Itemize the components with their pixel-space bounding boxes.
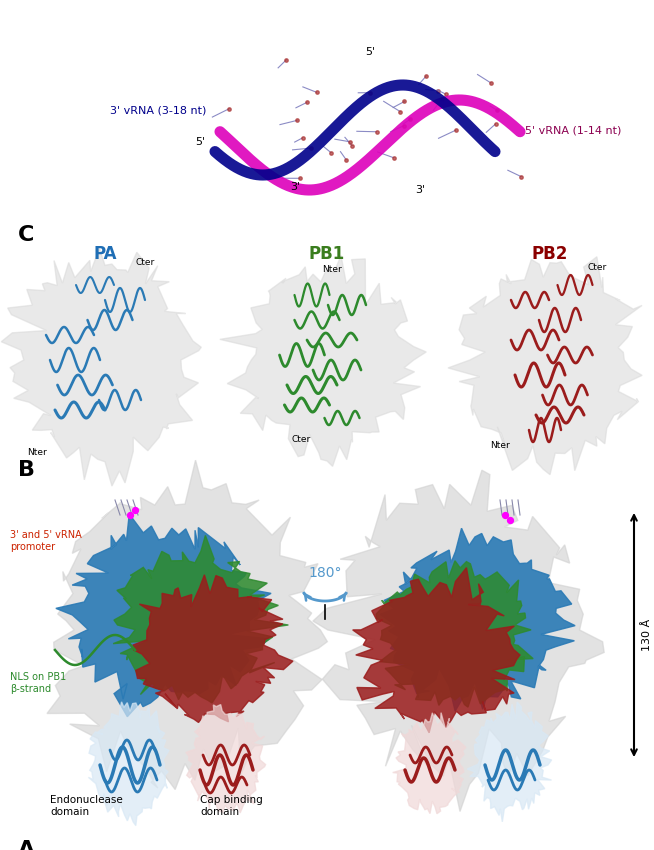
Text: PB1: PB1 <box>309 245 345 263</box>
Text: PA: PA <box>94 245 117 263</box>
Point <box>298 131 308 145</box>
Point <box>399 94 409 108</box>
Point <box>505 513 515 527</box>
Text: Nter: Nter <box>322 265 342 274</box>
Text: 130 Å: 130 Å <box>642 619 652 651</box>
Point <box>388 151 399 165</box>
Polygon shape <box>353 568 520 733</box>
Polygon shape <box>88 702 169 825</box>
Text: 5': 5' <box>365 47 375 57</box>
Polygon shape <box>376 561 533 707</box>
Point <box>421 69 432 82</box>
Text: 5' vRNA (1-14 nt): 5' vRNA (1-14 nt) <box>525 125 621 135</box>
Point <box>224 102 234 116</box>
Point <box>399 119 409 133</box>
Polygon shape <box>313 470 604 812</box>
Text: A: A <box>18 840 35 850</box>
Point <box>326 146 336 160</box>
Point <box>301 95 312 109</box>
Point <box>345 135 355 149</box>
Text: Nter: Nter <box>490 441 509 450</box>
Text: 5': 5' <box>195 137 205 147</box>
Point <box>292 114 302 128</box>
Text: Cter: Cter <box>135 258 154 267</box>
Point <box>129 503 140 517</box>
Point <box>365 86 375 99</box>
Polygon shape <box>1 248 201 486</box>
Polygon shape <box>380 528 575 711</box>
Text: 3' vRNA (3-18 nt): 3' vRNA (3-18 nt) <box>110 105 207 115</box>
Polygon shape <box>47 460 328 790</box>
Text: 3': 3' <box>415 185 425 195</box>
Point <box>433 84 443 98</box>
Text: C: C <box>18 225 35 245</box>
Point <box>516 170 526 184</box>
Text: 180°: 180° <box>308 566 342 580</box>
Point <box>486 76 496 90</box>
Point <box>347 139 357 152</box>
Polygon shape <box>56 514 271 717</box>
Point <box>306 141 317 155</box>
Point <box>440 88 451 101</box>
Text: Nter: Nter <box>27 448 46 457</box>
Polygon shape <box>392 712 466 813</box>
Text: Cter: Cter <box>292 435 311 444</box>
Point <box>500 508 510 522</box>
Point <box>371 125 382 139</box>
Text: Cter: Cter <box>588 263 608 272</box>
Point <box>395 105 405 118</box>
Point <box>341 153 351 167</box>
Text: PB2: PB2 <box>532 245 568 263</box>
Point <box>281 53 292 66</box>
Text: 3': 3' <box>290 182 300 192</box>
Point <box>490 117 501 131</box>
Text: Endonuclease
domain: Endonuclease domain <box>50 795 123 817</box>
Text: 3' and 5' vRNA
promoter: 3' and 5' vRNA promoter <box>10 530 82 552</box>
Point <box>436 93 447 106</box>
Point <box>451 123 461 137</box>
Text: NLS on PB1
β-strand: NLS on PB1 β-strand <box>10 672 66 694</box>
Polygon shape <box>113 536 288 703</box>
Polygon shape <box>448 257 642 474</box>
Text: B: B <box>18 460 35 480</box>
Point <box>492 104 503 117</box>
Polygon shape <box>186 705 266 813</box>
Point <box>294 172 305 185</box>
Point <box>311 86 322 99</box>
Point <box>405 112 416 126</box>
Polygon shape <box>220 256 426 467</box>
Text: Cap binding
domain: Cap binding domain <box>200 795 263 817</box>
Polygon shape <box>133 575 293 722</box>
Point <box>125 508 135 522</box>
Polygon shape <box>467 702 551 822</box>
